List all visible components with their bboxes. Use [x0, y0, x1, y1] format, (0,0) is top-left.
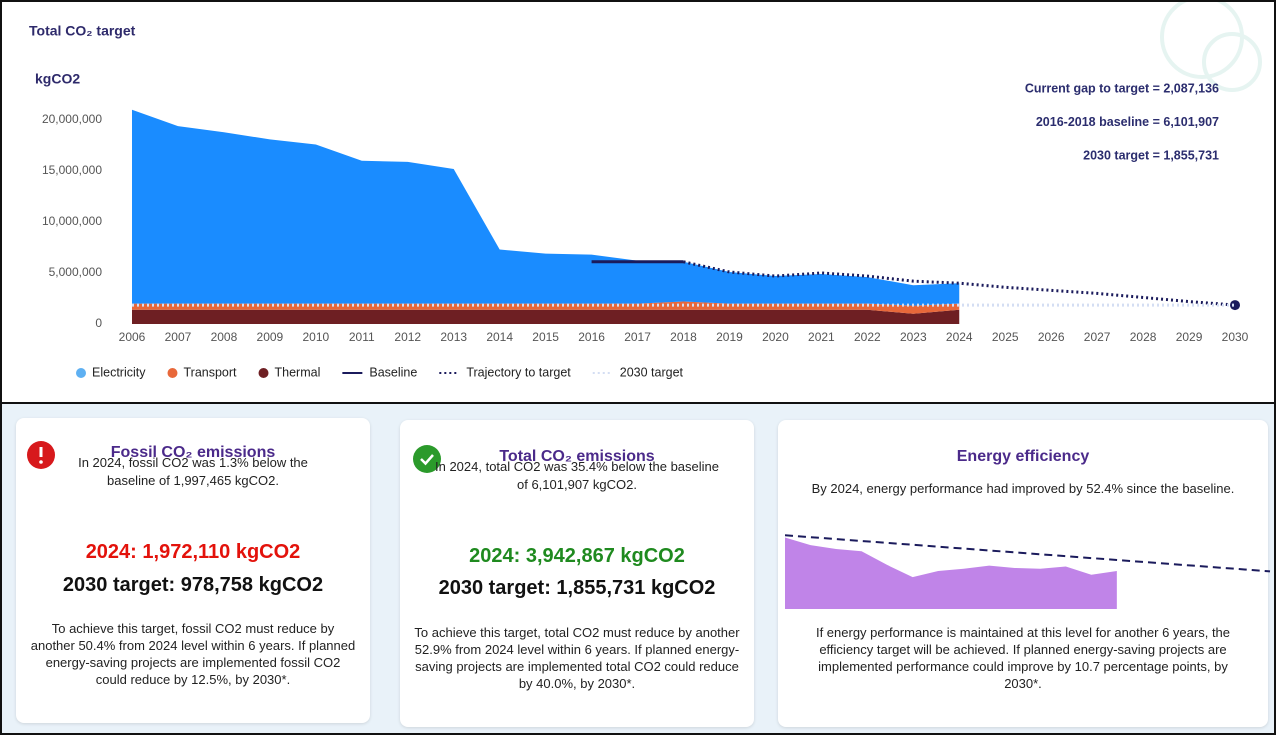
area [132, 109, 960, 306]
area [785, 537, 1117, 609]
card-note: To achieve this target, total CO2 must r… [414, 625, 740, 691]
line [683, 260, 1236, 307]
x-tick-label: 2028 [1130, 330, 1157, 344]
x-tick-label: 2027 [1084, 330, 1111, 344]
chart: Total CO₂ target kgCO2 0 5,000,000 10,000,… [29, 0, 1262, 379]
x-tick-label: 2026 [1038, 330, 1065, 344]
x-tick-label: 2023 [900, 330, 927, 344]
y-tick-label: 10,000,000 [42, 214, 102, 228]
x-tick-label: 2025 [992, 330, 1019, 344]
annotation: Current gap to target = 2,087,136 [1025, 81, 1219, 95]
annotation: 2030 target = 1,855,731 [1083, 148, 1219, 162]
card-note: To achieve this target, fossil CO2 must … [30, 621, 356, 687]
card-title: Energy efficiency [956, 448, 1090, 465]
y-tick-label: 15,000,000 [42, 163, 102, 177]
y-axis-label: kgCO2 [35, 71, 80, 87]
card-target: 2030 target: 1,855,731 kgCO2 [438, 577, 716, 599]
trend-line [785, 534, 1271, 573]
x-tick-label: 2017 [624, 330, 651, 344]
legend-label: Baseline [369, 365, 417, 379]
x-tick-label: 2020 [762, 330, 789, 344]
card-target: 2030 target: 978,758 kgCO2 [62, 574, 324, 596]
card-summary: In 2024, fossil CO2 was 1.3% below the b… [78, 455, 308, 488]
warning-icon [27, 441, 55, 469]
chart-title: Total CO₂ target [29, 23, 136, 39]
x-tick-label: 2018 [670, 330, 697, 344]
x-tick-label: 2015 [532, 330, 559, 344]
y-tick-label: 0 [95, 316, 102, 330]
x-tick-label: 2006 [119, 330, 146, 344]
x-tick-label: 2014 [486, 330, 513, 344]
legend-label: Thermal [275, 365, 321, 379]
x-tick-label: 2019 [716, 330, 743, 344]
x-tick-label: 2013 [440, 330, 467, 344]
end-marker [1230, 300, 1240, 311]
y-tick-label: 20,000,000 [42, 112, 102, 126]
x-tick-label: 2030 [1222, 330, 1249, 344]
x-tick-label: 2029 [1176, 330, 1203, 344]
legend-marker [76, 368, 86, 378]
decor-icon [1202, 32, 1262, 92]
x-tick-label: 2009 [257, 330, 284, 344]
cards-panel: Fossil CO₂ emissions In 2024, fossil CO2… [0, 404, 1276, 735]
card: Energy efficiency By 2024, energy perfor… [778, 420, 1271, 727]
legend-marker [167, 368, 178, 378]
card-summary: In 2024, total CO2 was 35.4% below the b… [434, 459, 719, 492]
ok-icon [413, 445, 441, 473]
legend-marker [258, 368, 269, 378]
card: Fossil CO₂ emissions In 2024, fossil CO2… [16, 418, 370, 723]
decor-icon [1160, 0, 1244, 79]
annotation: 2016-2018 baseline = 6,101,907 [1036, 115, 1219, 129]
x-tick-label: 2021 [808, 330, 835, 344]
card-title: Fossil CO₂ emissions [110, 444, 276, 461]
x-tick-label: 2011 [349, 330, 375, 344]
x-tick-label: 2010 [302, 330, 329, 344]
card-current: 2024: 1,972,110 kgCO2 [85, 541, 301, 563]
area [132, 309, 960, 324]
card-title: Total CO₂ emissions [499, 448, 655, 465]
x-tick-label: 2007 [165, 330, 192, 344]
x-tick-label: 2024 [946, 330, 973, 344]
y-tick-label: 5,000,000 [49, 265, 103, 279]
legend-label: Transport [183, 365, 237, 379]
x-tick-label: 2022 [854, 330, 881, 344]
card-summary: By 2024, energy performance had improved… [811, 481, 1235, 496]
legend-label: Trajectory to target [466, 365, 571, 379]
chart-panel: Total CO₂ target kgCO2 0 5,000,000 10,000,… [0, 0, 1276, 404]
legend-label: Electricity [92, 365, 146, 379]
card-current: 2024: 3,942,867 kgCO2 [469, 545, 685, 567]
x-tick-label: 2012 [394, 330, 421, 344]
x-tick-label: 2008 [211, 330, 238, 344]
card: Total CO₂ emissions In 2024, total CO2 w… [400, 420, 754, 727]
efficiency-chart [785, 534, 1271, 609]
x-tick-label: 2016 [578, 330, 605, 344]
card-note: If energy performance is maintained at t… [815, 625, 1231, 691]
legend-label: 2030 target [620, 365, 684, 379]
